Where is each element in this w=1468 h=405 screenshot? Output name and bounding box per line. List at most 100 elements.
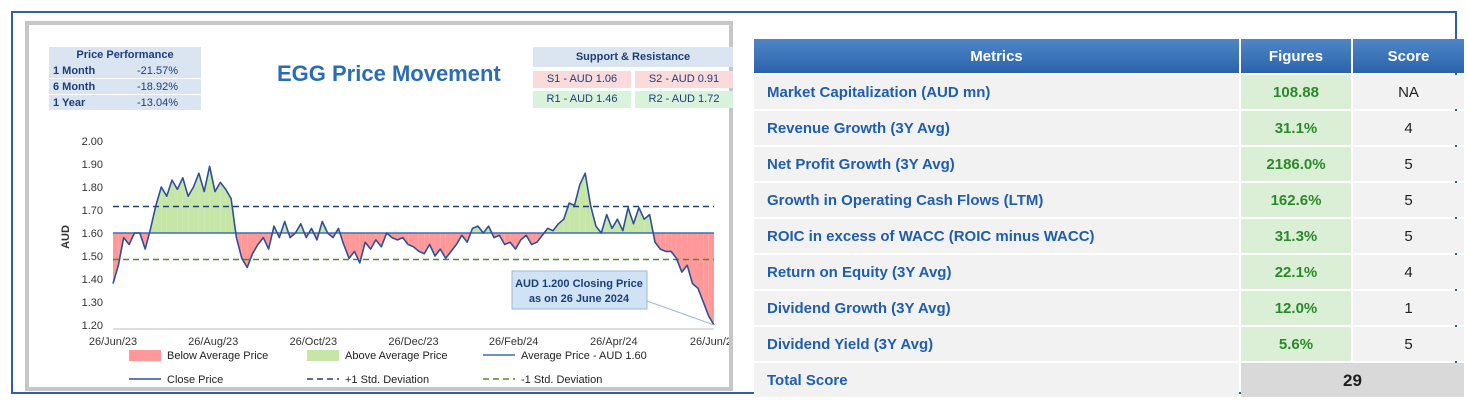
x-tick-label: 26/Feb/24 [489, 336, 539, 348]
resistance-1: R1 - AUD 1.46 [533, 91, 631, 108]
below-average-area [697, 233, 704, 302]
metric-row: Net Profit Growth (3Y Avg) 2186.0% 5 [754, 147, 1464, 183]
dashboard-frame: 2.00 1.90 1.80 1.70 1.60 1.50 1.40 1.30 1.20 AUD 2… [11, 11, 1464, 397]
below-average-area [440, 233, 446, 259]
resistance-row: R1 - AUD 1.46 R2 - AUD 1.72 [533, 91, 733, 108]
price-chart: 2.00 1.90 1.80 1.70 1.60 1.50 1.40 1.30 1.20 AUD 2… [60, 136, 729, 386]
legend-label: Above Average Price [345, 350, 448, 362]
above-average-area [204, 166, 210, 233]
above-average-area [284, 221, 289, 233]
score-header: Score [1353, 39, 1464, 73]
below-average-area [676, 233, 682, 273]
y-tick-label: 1.20 [82, 320, 103, 332]
performance-row: 6 Month -18.92% [49, 79, 201, 95]
total-score-row: Total Score 29 [754, 363, 1464, 399]
below-average-area [665, 233, 672, 252]
below-average-area [703, 233, 709, 316]
below-average-area [408, 233, 414, 247]
metric-figure: 108.88 [1241, 75, 1351, 109]
metric-score: 4 [1353, 111, 1464, 145]
above-average-area [220, 182, 226, 233]
below-average-area [365, 233, 371, 250]
metric-name: Net Profit Growth (3Y Avg) [754, 147, 1239, 181]
legend-label: -1 Std. Deviation [521, 374, 602, 386]
support-resistance-header: Support & Resistance [533, 47, 733, 67]
metric-name: Return on Equity (3Y Avg) [754, 255, 1239, 289]
above-average-area [569, 203, 575, 233]
metric-name: Growth in Operating Cash Flows (LTM) [754, 183, 1239, 217]
above-average-area [225, 189, 232, 233]
above-average-area [188, 187, 194, 233]
below-average-area [451, 233, 457, 252]
below-average-area [510, 233, 516, 250]
metric-score: 5 [1353, 183, 1464, 217]
legend-label: Below Average Price [167, 350, 268, 362]
metric-row: ROIC in excess of WACC (ROIC minus WACC)… [754, 219, 1464, 255]
performance-value: -18.92% [125, 79, 201, 94]
below-average-area [692, 233, 698, 289]
metric-figure: 31.3% [1241, 219, 1351, 253]
above-average-area [644, 214, 650, 233]
figures-header: Figures [1241, 39, 1351, 73]
below-average-area [268, 233, 273, 250]
x-tick-label: 26/Jun/24 [690, 336, 729, 348]
performance-row: 1 Month -21.57% [49, 63, 201, 79]
chart-title: EGG Price Movement [277, 61, 501, 86]
support-2: S2 - AUD 0.91 [635, 71, 733, 88]
x-tick-label: 26/Aug/23 [188, 336, 238, 348]
metric-figure: 5.6% [1241, 327, 1351, 361]
metrics-table: Metrics Figures Score Market Capitalizat… [754, 39, 1464, 399]
price-performance-table: Price Performance 1 Month -21.57% 6 Mont… [49, 47, 201, 111]
metric-row: Return on Equity (3Y Avg) 22.1% 4 [754, 255, 1464, 291]
y-tick-label: 1.80 [82, 182, 103, 194]
above-average-area [177, 177, 183, 233]
y-tick-label: 1.90 [82, 159, 103, 171]
metric-name: ROIC in excess of WACC (ROIC minus WACC) [754, 219, 1239, 253]
metric-score: NA [1353, 75, 1464, 109]
metrics-header-row: Metrics Figures Score [754, 39, 1464, 75]
metric-name: Dividend Yield (3Y Avg) [754, 327, 1239, 361]
y-tick-label: 1.50 [82, 251, 103, 263]
below-average-area [515, 233, 521, 250]
above-average-area [214, 182, 221, 233]
metric-figure: 12.0% [1241, 291, 1351, 325]
y-tick-label: 2.00 [82, 136, 103, 148]
metric-score: 5 [1353, 147, 1464, 181]
legend-label: Close Price [167, 374, 223, 386]
below-average-area [660, 233, 666, 252]
metric-row: Market Capitalization (AUD mn) 108.88 NA [754, 75, 1464, 111]
below-average-area [429, 233, 435, 256]
below-average-area [687, 233, 693, 284]
below-average-area [681, 233, 688, 273]
metric-figure: 162.6% [1241, 183, 1351, 217]
support-resistance-table: Support & Resistance S1 - AUD 1.06 S2 - … [533, 47, 733, 111]
below-average-area [708, 233, 714, 325]
above-average-area [155, 187, 162, 233]
performance-row: 1 Year -13.04% [49, 95, 201, 111]
y-tick-label: 1.30 [82, 297, 103, 309]
close-price-line [112, 165, 715, 326]
closing-price-callout: AUD 1.200 Closing Price [515, 278, 643, 290]
price-performance-header: Price Performance [49, 47, 201, 63]
callout-pointer [646, 300, 715, 326]
y-tick-label: 1.60 [82, 228, 103, 240]
below-average-area [418, 233, 425, 254]
below-average-area [277, 233, 280, 238]
total-score-label: Total Score [754, 363, 1239, 397]
x-tick-label: 26/Apr/24 [590, 336, 638, 348]
metric-name: Market Capitalization (AUD mn) [754, 75, 1239, 109]
support-1: S1 - AUD 1.06 [533, 71, 631, 88]
total-score-value: 29 [1241, 363, 1464, 397]
metrics-header: Metrics [754, 39, 1239, 73]
metric-figure: 22.1% [1241, 255, 1351, 289]
y-tick-label: 1.40 [82, 274, 103, 286]
metric-row: Dividend Growth (3Y Avg) 12.0% 1 [754, 291, 1464, 327]
above-average-area [161, 187, 167, 233]
x-tick-label: 26/Jun/23 [89, 336, 137, 348]
below-average-area [654, 233, 661, 250]
performance-value: -21.57% [125, 63, 201, 78]
below-average-area [424, 233, 430, 254]
above-average-area [574, 184, 580, 233]
metric-row: Dividend Yield (3Y Avg) 5.6% 5 [754, 327, 1464, 363]
price-chart-panel: 2.00 1.90 1.80 1.70 1.60 1.50 1.40 1.30 1.20 AUD 2… [25, 21, 733, 391]
